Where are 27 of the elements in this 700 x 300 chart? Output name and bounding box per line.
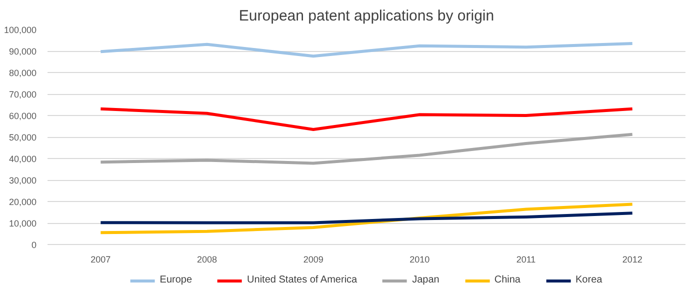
line-series <box>99 132 634 165</box>
y-tick-label: 40,000 <box>8 154 37 164</box>
line-series <box>99 107 634 131</box>
y-tick-label: 90,000 <box>8 46 37 56</box>
x-tick-label: 2012 <box>622 254 642 264</box>
y-tick-label: 80,000 <box>8 68 37 78</box>
x-tick-label: 2009 <box>303 254 324 264</box>
x-tick-label: 2008 <box>196 254 218 264</box>
y-tick-label: 0 <box>31 240 37 250</box>
line-series <box>99 42 634 58</box>
y-tick-label: 10,000 <box>8 218 37 228</box>
x-tick-label: 2011 <box>516 254 536 264</box>
y-tick-label: 60,000 <box>8 111 37 121</box>
line-series <box>99 212 634 224</box>
legend-label: China <box>494 274 521 286</box>
y-tick-label: 100,000 <box>4 25 37 35</box>
legend-label: Europe <box>160 274 192 286</box>
chart-title: European patent applications by origin <box>238 8 494 24</box>
x-tick-label: 2010 <box>410 254 430 264</box>
x-tick-label: 2007 <box>90 254 111 264</box>
y-tick-label: 70,000 <box>8 90 37 100</box>
y-tick-label: 20,000 <box>8 197 37 207</box>
legend-label: United States of America <box>247 274 358 286</box>
legend-label: Japan <box>412 274 440 286</box>
y-tick-label: 30,000 <box>8 176 37 186</box>
y-tick-label: 50,000 <box>8 132 37 142</box>
legend-label: Korea <box>576 274 602 286</box>
